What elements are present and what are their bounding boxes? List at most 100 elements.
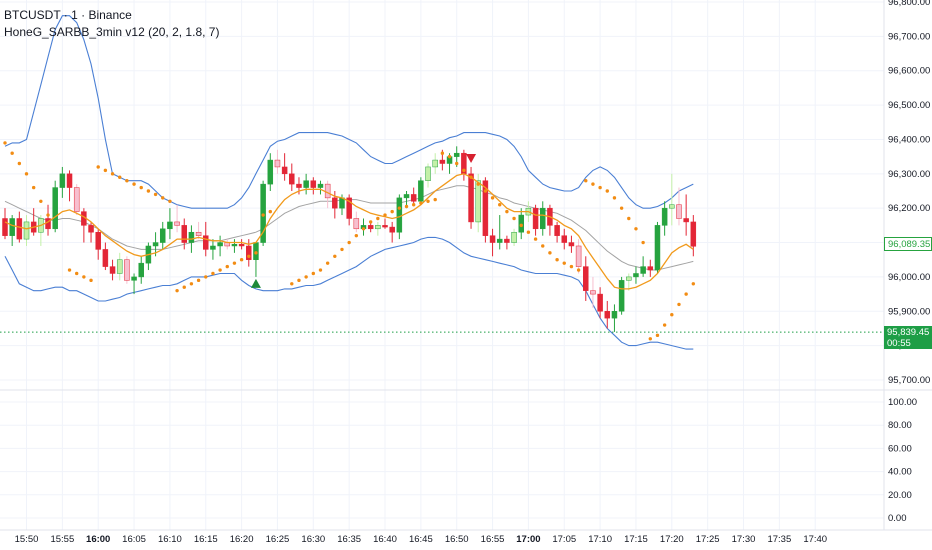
candle-body: [604, 311, 611, 319]
candle-body: [116, 259, 123, 274]
candle-body: [181, 225, 187, 243]
sar-dot: [476, 182, 480, 186]
candle-body: [167, 221, 173, 230]
sar-dot: [261, 213, 265, 217]
candle-body: [568, 242, 575, 247]
time-axis-label: 17:00: [516, 534, 540, 545]
sar-dot: [354, 233, 359, 238]
sar-dot: [153, 192, 158, 197]
sar-dot: [426, 199, 430, 204]
candle-body: [590, 290, 596, 295]
ema-line: [4, 173, 694, 290]
sar-dot: [619, 206, 624, 210]
sar-dot: [440, 151, 445, 155]
candle-body: [654, 225, 661, 271]
candle-body: [575, 245, 582, 267]
sar-dot: [82, 275, 86, 279]
candle-body: [317, 183, 324, 188]
oscillator-axis-label: 100.00: [888, 397, 917, 408]
candle-body: [396, 197, 403, 233]
candle-body: [203, 235, 209, 250]
sar-dot: [662, 323, 667, 327]
candle-body: [453, 152, 460, 157]
candle-body: [2, 218, 8, 236]
candle-body: [518, 214, 524, 233]
sar-dot: [691, 282, 696, 286]
indicator-title[interactable]: HoneG_SARBB_3min v12 (20, 2, 1.8, 7): [4, 25, 220, 39]
sar-dot: [655, 333, 660, 338]
time-axis-label: 17:05: [552, 534, 576, 545]
sar-dot: [340, 247, 344, 252]
price-axis-label: 96,500.00: [888, 100, 930, 111]
time-axis-label: 17:30: [732, 534, 756, 545]
sar-dot: [612, 196, 617, 200]
sar-dot: [627, 216, 631, 221]
candle-body: [561, 235, 568, 243]
candle-body: [324, 183, 331, 199]
sar-dot: [175, 288, 179, 293]
sar-dot: [75, 271, 79, 276]
candle-body: [597, 293, 603, 312]
sar-dot: [218, 268, 222, 272]
sar-dot: [333, 254, 337, 258]
sar-dot: [67, 268, 72, 272]
sar-dot: [576, 268, 581, 272]
candle-body: [353, 218, 360, 230]
sar-dot: [347, 240, 351, 245]
candle-body: [346, 197, 352, 219]
candle-body: [238, 244, 245, 247]
candle-body: [210, 245, 216, 250]
sar-dot: [605, 189, 609, 193]
candle-body: [102, 249, 109, 267]
candle-body: [296, 183, 302, 188]
oscillator-axis-label: 80.00: [888, 420, 912, 431]
candle-body: [217, 242, 223, 247]
sar-dot: [189, 282, 194, 286]
time-axis-label: 16:20: [230, 534, 254, 545]
last-price-value: 95,839.45: [887, 327, 930, 338]
sar-dot: [433, 197, 437, 202]
candle-body: [618, 280, 625, 312]
sar-dot: [182, 285, 186, 289]
time-axis-label: 16:30: [301, 534, 325, 545]
candle-body: [138, 262, 144, 278]
price-axis-label: 96,800.00: [888, 0, 930, 8]
candle-body: [425, 166, 431, 181]
candle-body: [432, 159, 438, 168]
sar-dot: [211, 271, 215, 276]
candle-body: [9, 218, 15, 236]
candle-body: [188, 231, 195, 243]
candle-body: [382, 225, 388, 228]
candle-body: [504, 238, 510, 243]
candle-body: [267, 159, 274, 185]
sar-dot: [39, 199, 43, 204]
oscillator-axis-label: 60.00: [888, 443, 912, 454]
candle-body: [52, 187, 58, 230]
sar-dot: [3, 141, 7, 145]
time-axis-label: 15:50: [15, 534, 39, 545]
candle-body: [124, 259, 130, 281]
oscillator-axis-label: 20.00: [888, 490, 912, 501]
time-axis-label: 17:20: [660, 534, 684, 545]
candle-body: [468, 173, 474, 223]
candle-body: [418, 180, 424, 202]
candle-body: [611, 311, 618, 319]
sar-dot: [290, 282, 294, 286]
sar-dot: [232, 261, 237, 265]
candle-body: [66, 173, 73, 188]
sar-dot: [462, 168, 466, 173]
sar-dot: [254, 251, 258, 255]
candle-body: [253, 242, 259, 260]
time-axis-label: 17:25: [696, 534, 720, 545]
time-axis-label: 16:35: [337, 534, 361, 545]
time-axis-label: 16:00: [86, 534, 110, 545]
sar-dot: [318, 268, 323, 272]
sar-dot: [670, 313, 674, 317]
sar-dot: [548, 251, 552, 255]
sar-dot: [541, 244, 545, 248]
sar-dot: [239, 258, 244, 262]
sar-dot: [498, 203, 502, 207]
time-axis-label: 16:10: [158, 534, 182, 545]
chart-symbol-title[interactable]: BTCUSDT · 1 · Binance: [4, 8, 132, 22]
